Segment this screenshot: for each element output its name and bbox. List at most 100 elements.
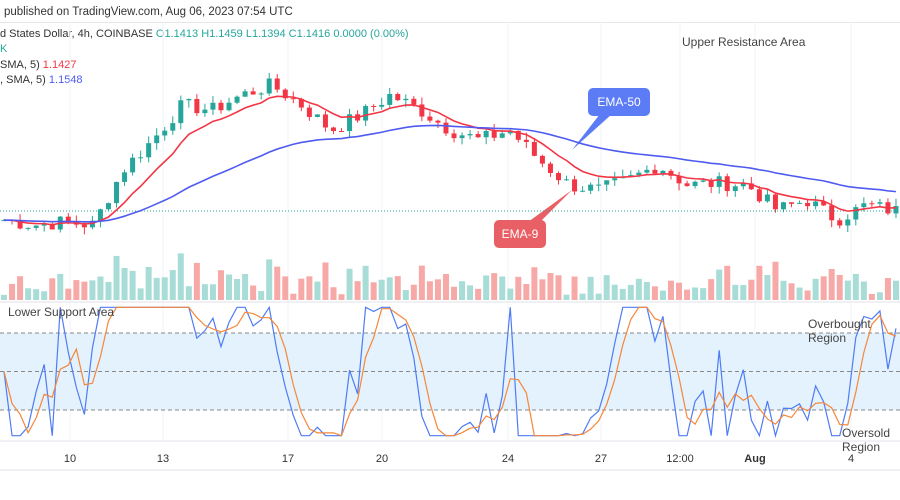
candle-body — [65, 216, 71, 222]
volume-bar — [643, 282, 650, 300]
volume-bar — [820, 276, 827, 300]
candle-body — [789, 202, 795, 204]
volume-bar — [242, 274, 249, 300]
candle-body — [523, 139, 529, 142]
candle-body — [250, 91, 256, 95]
candle-body — [491, 131, 497, 138]
volume-bar — [161, 277, 168, 300]
candle-body — [427, 116, 433, 121]
volume-bar — [234, 278, 241, 300]
candle-body — [242, 91, 248, 97]
candle-body — [443, 122, 449, 134]
candle-body — [708, 180, 714, 187]
candle-body — [17, 220, 23, 229]
ema50-callout-pointer — [572, 114, 612, 150]
volume-bar — [828, 268, 835, 300]
publish-header: published on TradingView.com, Aug 06, 20… — [0, 0, 900, 23]
volume-bar — [555, 275, 562, 300]
volume-bar — [475, 288, 482, 300]
candle-body — [692, 181, 698, 187]
volume-bar — [451, 286, 458, 300]
volume-bar — [724, 265, 731, 300]
ema50-legend-label: , SMA, 5) — [0, 74, 46, 86]
volume-bar — [17, 276, 24, 300]
candle-body — [451, 133, 457, 139]
candle-body — [122, 172, 128, 182]
oversold-label: Oversold Region — [842, 426, 891, 454]
x-tick-label: 24 — [502, 453, 514, 465]
volume-bar — [378, 279, 385, 300]
ema50-legend-value: 1.1548 — [48, 74, 83, 86]
candle-body — [805, 202, 811, 207]
volume-bar — [370, 282, 377, 300]
volume-bar — [346, 268, 353, 300]
candle-body — [33, 225, 39, 228]
candle-body — [97, 209, 103, 221]
volume-legend: K — [0, 43, 8, 55]
candle-body — [644, 169, 650, 173]
candle-body — [588, 184, 594, 191]
volume-bar — [338, 294, 345, 300]
x-tick-label: 10 — [64, 453, 76, 465]
volume-bar — [788, 283, 795, 300]
volume-bar — [97, 276, 104, 300]
volume-bar — [635, 278, 642, 300]
volume-bar — [49, 278, 56, 300]
volume-bar — [306, 276, 313, 300]
candle-body — [483, 131, 489, 138]
volume-bar — [57, 273, 64, 300]
candle-body — [226, 102, 232, 111]
candle-body — [636, 172, 642, 176]
volume-bar — [804, 290, 811, 300]
candle-body — [869, 203, 875, 205]
volume-bar — [499, 276, 506, 300]
volume-bar — [274, 266, 281, 300]
volume-bar — [531, 267, 538, 300]
volume-bar — [483, 275, 490, 300]
candle-body — [829, 205, 835, 221]
candle-body — [403, 98, 409, 101]
volume-bar — [868, 293, 875, 300]
candle-body — [580, 190, 586, 192]
candle-body — [314, 114, 320, 117]
volume-bar — [619, 288, 626, 300]
volume-bar — [587, 276, 594, 300]
candle-body — [604, 180, 610, 185]
volume-bar — [217, 270, 224, 300]
volume-bar — [65, 288, 72, 300]
candle-body — [507, 130, 513, 134]
candle-body — [194, 99, 200, 114]
volume-bar — [740, 284, 747, 300]
candle-body — [660, 170, 666, 174]
candle-body — [756, 189, 762, 202]
candle-body — [186, 99, 192, 101]
lower-support-label: Lower Support Area — [8, 305, 115, 319]
volume-bar — [177, 253, 184, 300]
candle-body — [780, 202, 786, 210]
candle-body — [547, 163, 553, 173]
candle-body — [716, 176, 722, 187]
volume-bar — [418, 265, 425, 300]
candle-body — [732, 186, 738, 192]
candle-body — [178, 100, 184, 124]
candle-body — [25, 227, 31, 229]
candle-body — [797, 202, 803, 204]
low-value: L1.1394 — [245, 28, 286, 40]
x-tick-label: Aug — [744, 453, 765, 465]
volume-bar — [25, 288, 32, 300]
volume-bar — [627, 284, 634, 300]
volume-bar — [708, 279, 715, 300]
volume-bar — [137, 288, 144, 300]
candle-body — [170, 123, 176, 131]
volume-bar — [169, 270, 176, 300]
candle-body — [813, 201, 819, 207]
ohlc-legend: d States Dollar, 4h, COINBASE O1.1413 H1… — [0, 28, 409, 40]
candle-body — [339, 131, 345, 133]
candle-body — [459, 135, 465, 139]
candle-body — [845, 219, 851, 226]
candle-body — [821, 201, 827, 206]
candle-body — [475, 134, 481, 138]
candle-body — [371, 105, 377, 107]
x-tick-label: 27 — [595, 453, 607, 465]
